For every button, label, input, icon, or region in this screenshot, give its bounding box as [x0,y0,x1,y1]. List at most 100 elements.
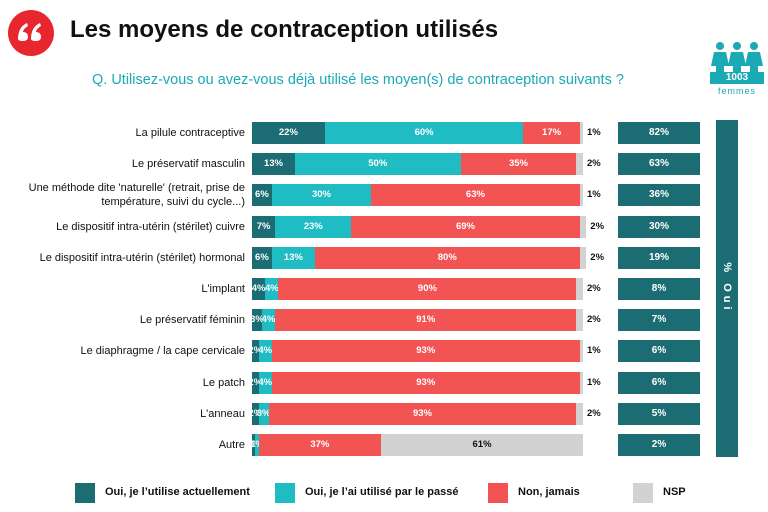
bar-segment [314,246,580,269]
bar-segment [351,215,580,238]
bar-segment [324,122,524,144]
legend-swatch [488,483,508,503]
sample-size: 1003 [725,72,749,83]
value-label: 4% [264,283,279,294]
value-label: 2% [590,220,605,232]
value-label: 2% [248,407,263,419]
value-label: 4% [261,314,276,326]
bar-segment [579,340,583,363]
bar-segment [258,434,382,456]
bar-segment [258,371,272,394]
category-label: Autre [218,439,245,451]
bar-segment [268,402,577,425]
bar-segment [252,122,325,144]
bar-segment [579,215,587,238]
value-label: 91% [416,314,436,326]
bar-segment [252,184,272,207]
value-label: 69% [455,220,475,232]
bar-segment [576,278,583,300]
summary-value: 82% [618,122,700,144]
bar-segment [295,153,461,176]
value-label: 1% [246,439,261,450]
category-label: Le diaphragme / la cape cervicale [80,345,245,358]
bar-segment [252,309,262,332]
value-label: 50% [368,158,388,170]
bar-segment [252,278,266,300]
category-label: Le préservatif féminin [139,314,245,327]
value-label: 1% [587,127,601,138]
bar-segment [252,371,259,394]
quote-icon [8,10,54,56]
value-label: 23% [303,220,323,232]
bar-segment [278,278,577,300]
value-label: 1% [587,189,601,201]
bar-segment [258,340,272,363]
bar-segment [275,309,577,332]
legend-label: Oui, je l’ai utilisé par le passé [305,486,459,498]
value-label: 93% [416,345,436,357]
value-label: 17% [542,127,562,138]
bar-segment [271,371,580,394]
bar-segment [381,434,583,456]
value-label: 63% [465,189,485,201]
summary-value: 2% [618,434,700,456]
value-label: 80% [437,251,457,263]
bar-segment [252,153,296,176]
bar-segment [576,153,583,176]
value-label: 2% [248,376,263,388]
bar-segment [579,184,583,207]
value-label: 2% [590,251,605,263]
summary-strip [716,120,738,457]
value-label: 1% [587,345,601,357]
bar-segment [252,434,256,456]
bar-segment [258,402,269,425]
summary-value: 36% [618,184,700,207]
summary-title: % Oui [721,262,733,314]
summary-value: 6% [618,340,700,363]
value-label: 90% [417,283,437,294]
legend-label: Oui, je l’utilise actuellement [105,486,250,498]
legend-swatch [275,483,295,503]
legend-label: NSP [663,486,686,498]
title: Les moyens de contraception utilisés [70,16,499,43]
value-label: 2% [587,407,601,419]
bar-segment [371,184,580,207]
women-icon [710,42,764,84]
value-label: 4% [258,376,273,388]
bar-segment [252,402,259,425]
value-label: 93% [416,376,436,388]
bar-segment [261,309,276,332]
summary-value: 8% [618,278,700,300]
legend-swatch [75,483,95,503]
value-label: 1% [587,376,601,388]
value-label: 60% [414,127,434,138]
bar-segment [271,246,315,269]
value-label: 2% [587,158,601,170]
bar-segment [579,122,583,144]
value-label: 6% [255,189,269,201]
value-label: 13% [263,158,284,170]
value-label: 6% [255,251,269,263]
bar-segment [579,246,587,269]
bar-segment [271,340,580,363]
bar-segment [579,371,583,394]
category-label: La pilule contraceptive [135,127,245,139]
category-label: Le dispositif intra-utérin (stérilet) ho… [39,251,245,264]
value-label: 2% [587,283,601,294]
bar-segment [576,402,583,425]
value-label: 4% [258,345,273,357]
subtitle: Q. Utilisez-vous ou avez-vous déjà utili… [92,72,624,88]
summary-value: 63% [618,153,700,176]
category-label: Le préservatif masculin [131,158,245,171]
value-label: 3% [250,314,264,326]
value-label: 1% [250,439,264,450]
bar-segment [252,246,272,269]
summary-value: 7% [618,309,700,332]
value-label: 22% [278,127,298,138]
legend-swatch [633,483,653,503]
bar-segment [255,434,259,456]
bar-segment [265,278,279,300]
bar-segment [252,340,259,363]
bar-segment [275,215,352,238]
